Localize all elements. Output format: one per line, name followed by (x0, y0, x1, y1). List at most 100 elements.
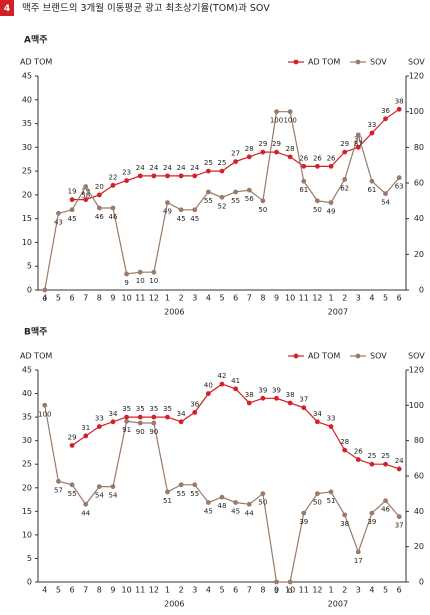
data-label: 54 (381, 199, 390, 207)
data-point (96, 192, 102, 198)
x-tick-label: 11 (135, 586, 145, 595)
data-point (83, 433, 89, 439)
data-label: 25 (367, 452, 376, 460)
data-label: 29 (258, 140, 267, 148)
y2-tick-label: 40 (414, 507, 424, 516)
data-point (383, 116, 388, 122)
data-label: 54 (109, 492, 118, 500)
data-point (315, 491, 320, 497)
x-tick-label: 10 (121, 294, 131, 303)
data-label: 51 (327, 497, 336, 505)
data-label: 26 (313, 154, 322, 162)
data-point (96, 424, 102, 429)
y-tick-label: 10 (22, 238, 32, 247)
data-label: 45 (231, 508, 240, 516)
x-tick-label: 4 (42, 586, 47, 595)
data-point (383, 461, 388, 467)
data-point (110, 484, 116, 489)
y-tick-label: 10 (22, 530, 32, 539)
data-point (328, 424, 334, 429)
x-tick-label: 8 (97, 586, 102, 595)
page-title: 맥주 브랜드의 3개월 이동평균 광고 최초상기율(TOM)과 SOV (22, 2, 270, 14)
data-point (137, 173, 143, 179)
data-label: 39 (299, 518, 308, 526)
data-point (260, 395, 266, 401)
data-label: 100 (270, 117, 283, 125)
y2-tick-label: 20 (414, 250, 424, 259)
data-point (301, 163, 307, 169)
y-tick-label: 15 (22, 507, 32, 516)
x-tick-label: 5 (383, 586, 388, 595)
x-tick-label: 2 (342, 586, 347, 595)
data-point (205, 189, 211, 195)
data-point (233, 159, 239, 165)
data-point (205, 500, 211, 505)
data-label: 50 (313, 206, 322, 214)
year-label: 2006 (164, 308, 184, 317)
data-point (342, 149, 348, 155)
y2-tick-label: 100 (409, 401, 424, 410)
y-tick-label: 35 (22, 413, 32, 422)
data-label: 36 (190, 400, 199, 408)
y-tick-label: 35 (22, 119, 32, 128)
data-point (178, 419, 184, 425)
data-point (56, 478, 61, 484)
data-point (219, 168, 225, 174)
x-tick-label: 9 (274, 586, 279, 595)
x-tick-label: 1 (165, 294, 170, 303)
x-tick-label: 12 (149, 294, 159, 303)
data-label: 44 (81, 509, 90, 517)
data-point (110, 419, 116, 425)
x-tick-label: 6 (233, 586, 238, 595)
y2-tick-label: 60 (414, 472, 424, 481)
data-point (342, 447, 348, 453)
data-point (260, 149, 266, 155)
data-label: 39 (272, 386, 281, 394)
data-label: 28 (286, 145, 295, 153)
data-label: 39 (367, 518, 376, 526)
x-tick-label: 5 (383, 294, 388, 303)
year-label: 2007 (328, 308, 348, 317)
data-label: 24 (136, 164, 145, 172)
y-tick-label: 25 (22, 167, 32, 176)
data-label: 55 (190, 490, 199, 498)
data-point (287, 579, 293, 585)
data-label: 0 (43, 295, 47, 303)
x-tick-label: 12 (312, 294, 322, 303)
data-point (369, 130, 375, 136)
data-point (110, 182, 116, 188)
data-label: 29 (68, 433, 77, 441)
data-label: 51 (163, 497, 172, 505)
data-label: 38 (340, 520, 349, 528)
x-tick-label: 9 (110, 586, 115, 595)
data-label: 90 (149, 428, 158, 436)
data-label: 46 (95, 213, 104, 221)
x-tick-label: 6 (397, 294, 402, 303)
data-label: 57 (54, 486, 63, 494)
data-point (274, 109, 279, 115)
data-label: 31 (81, 424, 90, 432)
x-tick-label: 8 (97, 294, 102, 303)
legend-label: AD TOM (308, 352, 340, 361)
x-tick-label: 7 (83, 294, 88, 303)
y2-tick-label: 80 (414, 143, 424, 152)
data-label: 17 (354, 557, 363, 565)
data-point (233, 386, 239, 392)
data-label: 55 (204, 197, 213, 205)
x-tick-label: 2 (342, 294, 347, 303)
data-point (83, 197, 89, 203)
x-tick-label: 2 (179, 586, 184, 595)
data-point (355, 132, 361, 138)
data-point (246, 501, 252, 507)
y2-tick-label: 60 (414, 179, 424, 188)
data-label: 37 (395, 522, 404, 530)
data-label: 87 (354, 140, 363, 148)
data-label: 28 (245, 145, 254, 153)
data-point (328, 200, 334, 206)
y-tick-label: 45 (22, 72, 32, 81)
data-point (151, 414, 157, 420)
data-point (96, 205, 102, 211)
data-point (260, 491, 266, 497)
y-tick-label: 25 (22, 460, 32, 469)
